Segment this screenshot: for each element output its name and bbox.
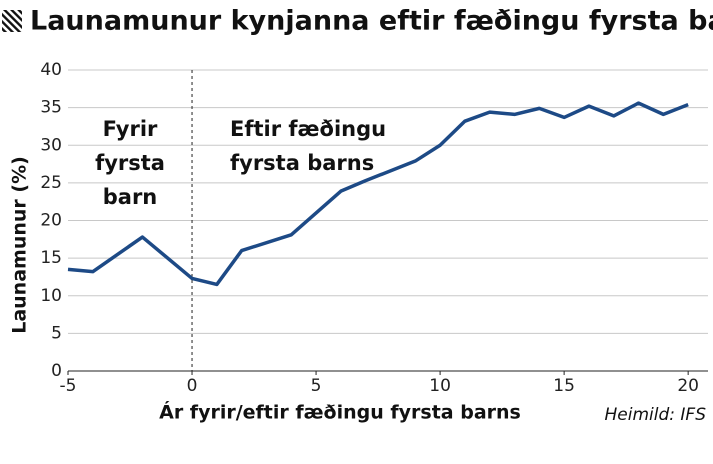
- annotation: Fyrir: [103, 117, 158, 141]
- annotation: barn: [103, 185, 158, 209]
- y-tick-label: 40: [40, 60, 62, 80]
- x-tick-label: -5: [60, 376, 77, 396]
- y-tick-label: 0: [51, 361, 62, 381]
- annotation: fyrsta: [95, 151, 165, 175]
- y-tick-label: 35: [40, 98, 62, 118]
- x-tick-label: 20: [677, 376, 699, 396]
- x-tick-label: 5: [311, 376, 322, 396]
- chart-title: Launamunur kynjanna eftir fæðingu fyrsta…: [30, 6, 713, 37]
- title-icon: [2, 10, 22, 32]
- annotation: fyrsta barns: [230, 151, 374, 175]
- data-line: [67, 101, 689, 287]
- y-tick-label: 25: [40, 173, 62, 193]
- y-tick-label: 30: [40, 135, 62, 155]
- source: Heimild: IFS: [605, 405, 707, 425]
- y-tick-label: 20: [40, 211, 62, 231]
- x-tick-label: 0: [187, 376, 198, 396]
- annotation: Eftir fæðingu: [230, 117, 386, 141]
- y-tick-label: 15: [40, 248, 62, 268]
- x-tick-label: 10: [429, 376, 451, 396]
- y-tick-label: 5: [51, 323, 62, 343]
- y-tick-label: 10: [40, 286, 62, 306]
- y-axis-label: Launamunur (%): [9, 156, 31, 334]
- x-tick-label: 15: [553, 376, 575, 396]
- x-axis-label: Ár fyrir/eftir fæðingu fyrsta barns: [159, 401, 521, 424]
